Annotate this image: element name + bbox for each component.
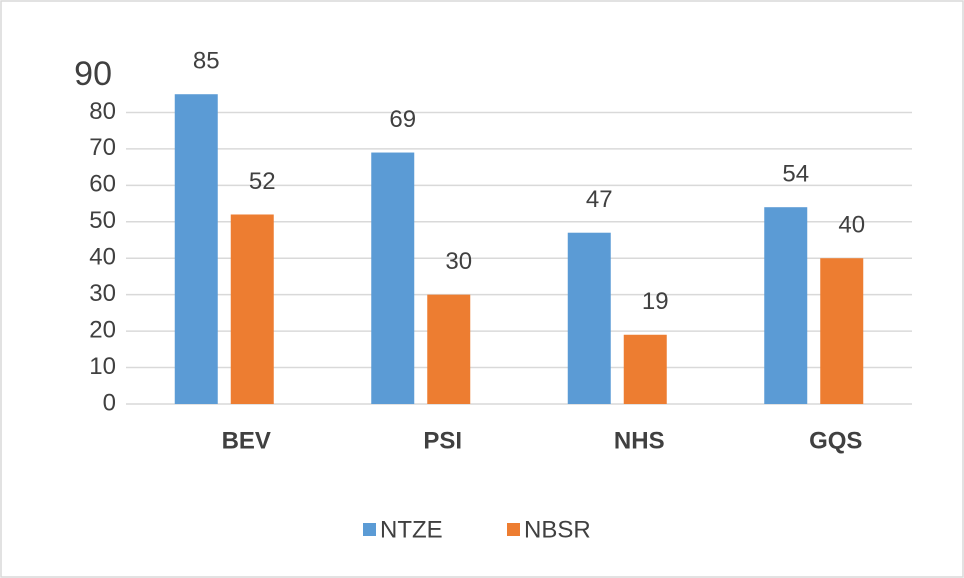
bar xyxy=(623,334,667,404)
data-label: 69 xyxy=(389,106,416,133)
y-tick-label: 90 xyxy=(74,55,112,93)
bar xyxy=(820,258,864,404)
data-label: 47 xyxy=(586,186,613,213)
bar xyxy=(230,214,274,404)
y-tick-label: 20 xyxy=(89,316,116,343)
data-label: 19 xyxy=(642,288,669,315)
y-tick-label: 30 xyxy=(89,280,116,307)
x-tick-label: PSI xyxy=(423,427,462,454)
data-label: 85 xyxy=(193,48,220,75)
y-tick-label: 50 xyxy=(89,207,116,234)
bar xyxy=(427,294,471,404)
bar xyxy=(174,94,218,404)
x-tick-label: NHS xyxy=(614,427,665,454)
x-tick-label: GQS xyxy=(809,427,862,454)
legend-swatch xyxy=(363,523,376,536)
y-tick-label: 60 xyxy=(89,171,116,198)
legend-label: NTZE xyxy=(380,516,443,543)
data-label: 30 xyxy=(445,248,472,275)
y-tick-label: 40 xyxy=(89,244,116,271)
legend-label: NBSR xyxy=(524,516,591,543)
legend-swatch xyxy=(507,523,520,536)
data-label: 40 xyxy=(838,212,865,239)
y-tick-label: 80 xyxy=(89,98,116,125)
data-label: 54 xyxy=(782,161,809,188)
bar xyxy=(371,152,415,404)
y-tick-label: 70 xyxy=(89,134,116,161)
bar xyxy=(764,207,808,404)
data-label: 52 xyxy=(249,168,276,195)
y-tick-label: 10 xyxy=(89,353,116,380)
bar xyxy=(567,232,611,404)
y-tick-label: 0 xyxy=(103,389,116,416)
x-tick-label: BEV xyxy=(222,427,271,454)
